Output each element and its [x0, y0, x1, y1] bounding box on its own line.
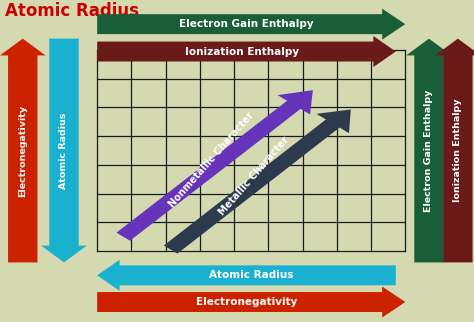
FancyArrow shape	[41, 39, 87, 262]
Text: Ionization Enthalpy: Ionization Enthalpy	[454, 99, 462, 202]
FancyArrow shape	[97, 287, 405, 317]
Text: Electron Gain Enthalpy: Electron Gain Enthalpy	[425, 89, 433, 212]
FancyArrow shape	[164, 109, 351, 253]
Text: Ionization Enthalpy: Ionization Enthalpy	[185, 46, 299, 57]
Text: Electron Gain Enthalpy: Electron Gain Enthalpy	[179, 19, 314, 29]
Text: Atomic Radius: Atomic Radius	[209, 270, 293, 280]
Text: Nonmetallic Character: Nonmetallic Character	[167, 110, 256, 209]
Text: Atomic Radius: Atomic Radius	[60, 112, 68, 189]
Text: Atomic Radius: Atomic Radius	[5, 2, 139, 20]
FancyArrow shape	[0, 39, 46, 262]
Text: Metallic Character: Metallic Character	[217, 134, 291, 217]
FancyArrow shape	[97, 260, 396, 291]
FancyArrow shape	[97, 36, 396, 67]
FancyArrow shape	[97, 9, 405, 40]
Text: Electronegativity: Electronegativity	[18, 104, 27, 197]
FancyArrow shape	[435, 39, 474, 262]
Text: Electronegativity: Electronegativity	[196, 297, 297, 307]
FancyArrow shape	[406, 39, 452, 262]
FancyArrow shape	[117, 90, 313, 241]
